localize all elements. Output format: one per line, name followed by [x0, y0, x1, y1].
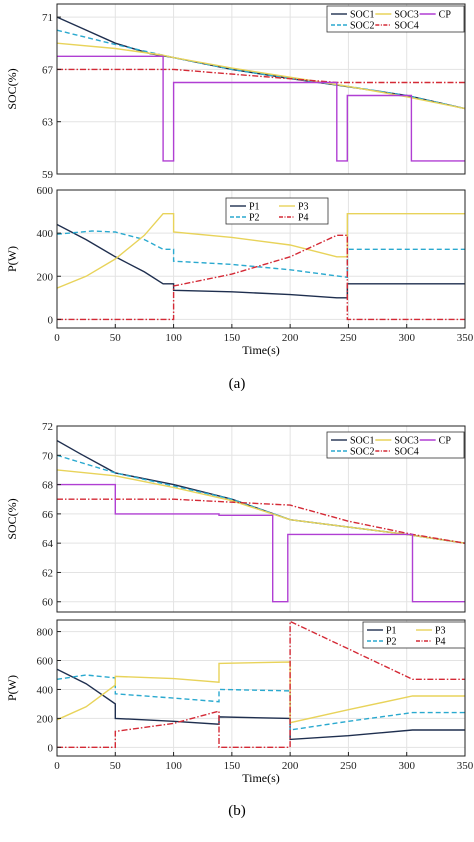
- legend-label-soc3: SOC3: [394, 10, 418, 21]
- axes-frame: [56, 425, 466, 613]
- y-tick-label: 200: [37, 271, 54, 283]
- series-line-p2: [57, 674, 465, 731]
- legend-label-cp: CP: [439, 436, 452, 447]
- series-line-p4: [57, 234, 465, 321]
- caption-a: (a): [228, 376, 246, 392]
- legend-label-p2: P2: [386, 637, 397, 648]
- y-tick-label: 59: [42, 169, 54, 181]
- y-tick-label: 72: [42, 421, 53, 433]
- y-tick-label: 68: [42, 480, 54, 492]
- series-line-soc3: [57, 469, 465, 544]
- y-tick-label: 71: [42, 12, 53, 24]
- x-tick-label: 100: [165, 760, 182, 772]
- y-tick-label: 800: [37, 627, 54, 639]
- legend-label-soc2: SOC2: [350, 447, 374, 458]
- x-axis-label: Time(s): [242, 771, 280, 785]
- x-tick-label: 300: [398, 760, 415, 772]
- chart-b-soc: 60 62 64 66 68 70 72 SOC(%) SOC1 SOC3 CP SOC2 SOC4: [5, 421, 466, 613]
- x-tick-label: 300: [398, 332, 415, 344]
- legend-label-soc4: SOC4: [394, 447, 418, 458]
- x-tick-label: 200: [282, 760, 299, 772]
- x-tick-label: 250: [340, 760, 357, 772]
- y-tick-label: 66: [42, 509, 54, 521]
- legend-box: [362, 621, 466, 649]
- y-tick-label: 400: [37, 228, 54, 240]
- x-tick-label: 150: [224, 332, 241, 344]
- x-tick-label: 50: [110, 760, 122, 772]
- chart-a-soc: 59 63 67 71 SOC(%) SOC1 SOC3 CP SOC2 SOC4: [5, 3, 466, 181]
- legend-label-p4: P4: [298, 213, 309, 224]
- series-line-p3: [57, 661, 465, 724]
- y-tick-label: 0: [48, 314, 54, 326]
- y-tick-label: 70: [42, 450, 54, 462]
- series-line-soc4: [57, 68, 465, 84]
- y-axis-label: SOC(%): [5, 68, 19, 109]
- y-axis-label: SOC(%): [5, 498, 19, 539]
- caption-b: (b): [228, 803, 246, 819]
- legend-label-soc2: SOC2: [350, 21, 374, 32]
- series-line-soc2: [57, 29, 465, 110]
- legend-label-soc1: SOC1: [350, 436, 374, 447]
- legend-label-p1: P1: [386, 626, 397, 637]
- y-tick-label: 200: [37, 713, 54, 725]
- axes-frame: [56, 3, 466, 175]
- series-line-cp: [57, 483, 465, 603]
- series-line-soc3: [57, 42, 465, 110]
- y-tick-label: 600: [37, 185, 54, 197]
- y-tick-label: 62: [42, 567, 53, 579]
- y-tick-label: 63: [42, 117, 54, 129]
- y-tick-label: 600: [37, 656, 54, 668]
- axes-frame: [56, 189, 466, 329]
- y-tick-label: 64: [42, 538, 54, 550]
- x-tick-label: 0: [54, 332, 60, 344]
- x-tick-label: 100: [165, 332, 182, 344]
- legend-label-p1: P1: [249, 202, 260, 213]
- legend-label-p3: P3: [298, 202, 309, 213]
- legend-box: [326, 431, 465, 459]
- chart-b-power: 0 200 400 600 800 0 50 100 150 200 250 300 350 P(W) Ti…: [5, 619, 474, 785]
- y-tick-label: 0: [48, 742, 54, 754]
- series-line-cp: [57, 55, 465, 162]
- x-tick-label: 200: [282, 332, 299, 344]
- legend-box: [326, 5, 465, 33]
- y-tick-label: 67: [42, 64, 54, 76]
- legend-label-p4: P4: [435, 637, 446, 648]
- y-axis-label: P(W): [5, 246, 19, 272]
- legend-label-soc1: SOC1: [350, 10, 374, 21]
- legend-label-p3: P3: [435, 626, 446, 637]
- chart-a-power: 0 200 400 600 0 50 100 150 200 250 300 350 P(W) Time(…: [5, 185, 474, 357]
- legend-label-cp: CP: [439, 10, 452, 21]
- legend-box: [225, 197, 329, 225]
- x-axis-label: Time(s): [242, 343, 280, 357]
- axes-frame: [56, 619, 466, 757]
- legend-label-soc4: SOC4: [394, 21, 418, 32]
- x-tick-label: 50: [110, 332, 122, 344]
- series-line-p4: [57, 620, 465, 748]
- x-tick-label: 150: [224, 760, 241, 772]
- y-axis-label: P(W): [5, 675, 19, 701]
- series-line-soc2: [57, 454, 465, 544]
- x-tick-label: 0: [54, 760, 60, 772]
- x-tick-label: 350: [457, 332, 474, 344]
- x-tick-label: 350: [457, 760, 474, 772]
- y-tick-label: 400: [37, 684, 54, 696]
- legend-label-soc3: SOC3: [394, 436, 418, 447]
- legend-label-p2: P2: [249, 213, 260, 224]
- y-tick-label: 60: [42, 597, 54, 609]
- x-tick-label: 250: [340, 332, 357, 344]
